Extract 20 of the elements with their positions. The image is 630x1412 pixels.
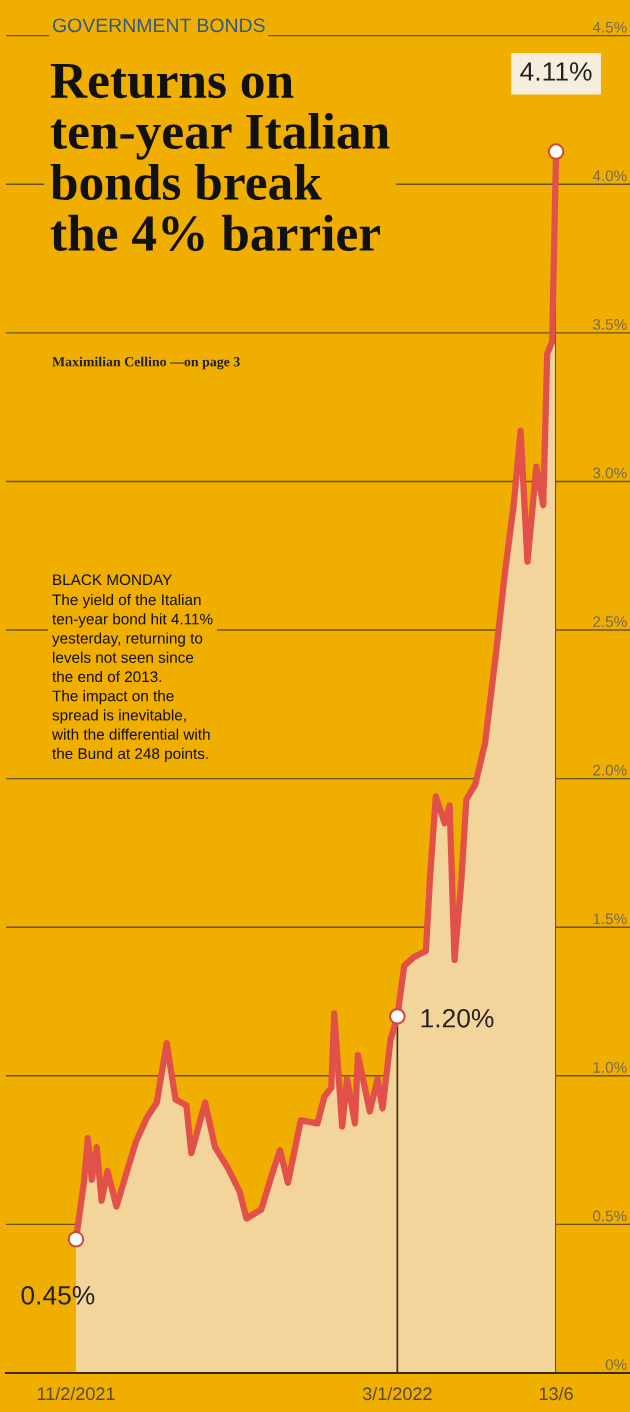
text: Returns on ten-year Italian bonds break the 4% barrier <box>50 64 390 252</box>
annotation: Maximilian Cellino —on page 3 <box>52 356 240 370</box>
annotation: BLACK MONDAY <box>53 574 172 586</box>
annotation: 4.11% <box>520 62 592 81</box>
y-tick-label: 0% <box>605 1359 627 1370</box>
y-tick-label: 1.0% <box>593 1061 627 1073</box>
text: GOVERNMENT BONDS <box>52 18 265 33</box>
y-tick-label: 3.0% <box>592 467 627 479</box>
x-tick-label: 11/2/2021 <box>37 1386 115 1401</box>
text: The yield of the Italian ten-year bond hit 4.11% yesterday, returning to levels not seen since the end of 2013. The impact on the spread is inevitable, with the differential with the Bund at 248 points. <box>51 594 213 763</box>
annotation: 1.20% <box>421 1008 494 1028</box>
y-tick-label: 2.5% <box>593 616 627 628</box>
y-tick-label: 4.5% <box>592 21 627 33</box>
x-tick-label: 3/1/2022 <box>362 1386 432 1401</box>
y-tick-label: 4.0% <box>592 170 627 182</box>
x-tick-label: 13/6 <box>539 1386 573 1401</box>
y-tick-label: 1.5% <box>593 913 627 925</box>
y-tick-label: 2.0% <box>593 764 627 776</box>
y-tick-label: 3.5% <box>592 319 627 330</box>
y-tick-label: 0.5% <box>593 1210 627 1222</box>
